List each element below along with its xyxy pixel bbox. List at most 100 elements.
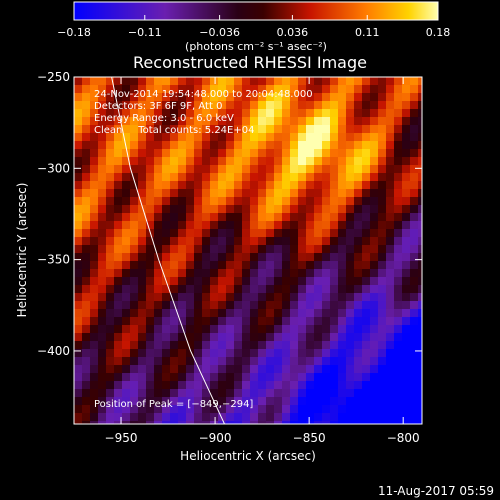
heatmap-pixel [274,189,282,197]
heatmap-pixel [122,309,130,317]
heatmap-pixel [186,141,194,149]
heatmap-pixel [122,125,130,133]
heatmap-pixel [362,181,370,189]
heatmap-pixel [306,189,314,197]
heatmap-pixel [234,197,242,205]
heatmap-pixel [370,157,378,165]
heatmap-pixel [106,245,114,253]
heatmap-pixel [130,125,138,133]
heatmap-pixel [314,141,322,149]
heatmap-pixel [338,301,346,309]
heatmap-pixel [106,389,114,397]
heatmap-pixel [354,285,362,293]
heatmap-pixel [90,93,98,101]
heatmap-pixel [162,85,170,93]
heatmap-pixel [354,229,362,237]
heatmap-pixel [410,397,418,405]
heatmap-pixel [106,85,114,93]
heatmap-pixel [394,421,402,424]
heatmap-pixel [298,389,306,397]
heatmap-pixel [202,365,210,373]
heatmap-pixel [306,125,314,133]
heatmap-pixel [146,357,154,365]
heatmap-pixel [162,181,170,189]
heatmap-pixel [370,301,378,309]
heatmap-pixel [178,93,186,101]
heatmap-pixel [290,333,298,341]
heatmap-pixel [130,85,138,93]
heatmap-pixel [242,397,250,405]
heatmap-pixel [234,77,242,85]
heatmap-pixel [202,213,210,221]
heatmap-pixel [138,181,146,189]
heatmap-pixel [202,157,210,165]
heatmap-pixel [298,405,306,413]
heatmap-pixel [138,165,146,173]
heatmap-pixel [354,149,362,157]
heatmap-pixel [402,101,410,109]
heatmap-pixel [258,341,266,349]
heatmap-pixel [378,165,386,173]
heatmap-pixel [418,373,422,381]
heatmap-pixel [330,237,338,245]
heatmap-pixel [402,85,410,93]
heatmap-pixel [178,245,186,253]
heatmap-pixel [346,221,354,229]
heatmap-pixel [370,245,378,253]
heatmap-pixel [234,181,242,189]
heatmap-pixel [210,413,218,421]
heatmap-pixel [354,253,362,261]
heatmap-pixel [138,221,146,229]
heatmap-pixel [282,237,290,245]
heatmap-pixel [306,229,314,237]
heatmap-pixel [82,165,90,173]
heatmap-pixel [290,293,298,301]
heatmap-pixel [258,117,266,125]
heatmap-pixel [362,405,370,413]
heatmap-pixel [146,397,154,405]
heatmap-pixel [218,277,226,285]
heatmap-pixel [418,285,422,293]
heatmap-pixel [306,149,314,157]
heatmap-pixel [90,253,98,261]
heatmap-pixel [386,381,394,389]
heatmap-pixel [178,117,186,125]
heatmap-pixel [218,245,226,253]
heatmap-pixel [202,253,210,261]
heatmap-pixel [346,181,354,189]
heatmap-pixel [290,421,298,424]
heatmap-pixel [90,165,98,173]
heatmap-pixel [266,285,274,293]
heatmap-pixel [74,365,82,373]
heatmap-pixel [234,341,242,349]
heatmap-pixel [74,389,82,397]
heatmap-pixel [314,373,322,381]
heatmap-pixel [218,109,226,117]
heatmap-pixel [402,205,410,213]
heatmap-pixel [258,229,266,237]
heatmap-pixel [114,149,122,157]
heatmap-pixel [338,333,346,341]
heatmap-pixel [282,381,290,389]
heatmap-pixel [162,381,170,389]
heatmap-pixel [170,157,178,165]
heatmap-pixel [186,285,194,293]
heatmap-pixel [378,125,386,133]
heatmap-pixel [338,365,346,373]
heatmap-pixel [410,341,418,349]
heatmap-pixel [218,341,226,349]
heatmap-pixel [394,261,402,269]
heatmap-pixel [282,277,290,285]
heatmap-pixel [186,293,194,301]
heatmap-pixel [130,93,138,101]
heatmap-image [74,77,422,424]
heatmap-pixel [410,373,418,381]
heatmap-pixel [162,325,170,333]
heatmap-pixel [202,325,210,333]
heatmap-pixel [250,325,258,333]
heatmap-pixel [74,181,82,189]
heatmap-pixel [370,317,378,325]
heatmap-pixel [266,293,274,301]
heatmap-pixel [402,301,410,309]
heatmap-pixel [138,149,146,157]
